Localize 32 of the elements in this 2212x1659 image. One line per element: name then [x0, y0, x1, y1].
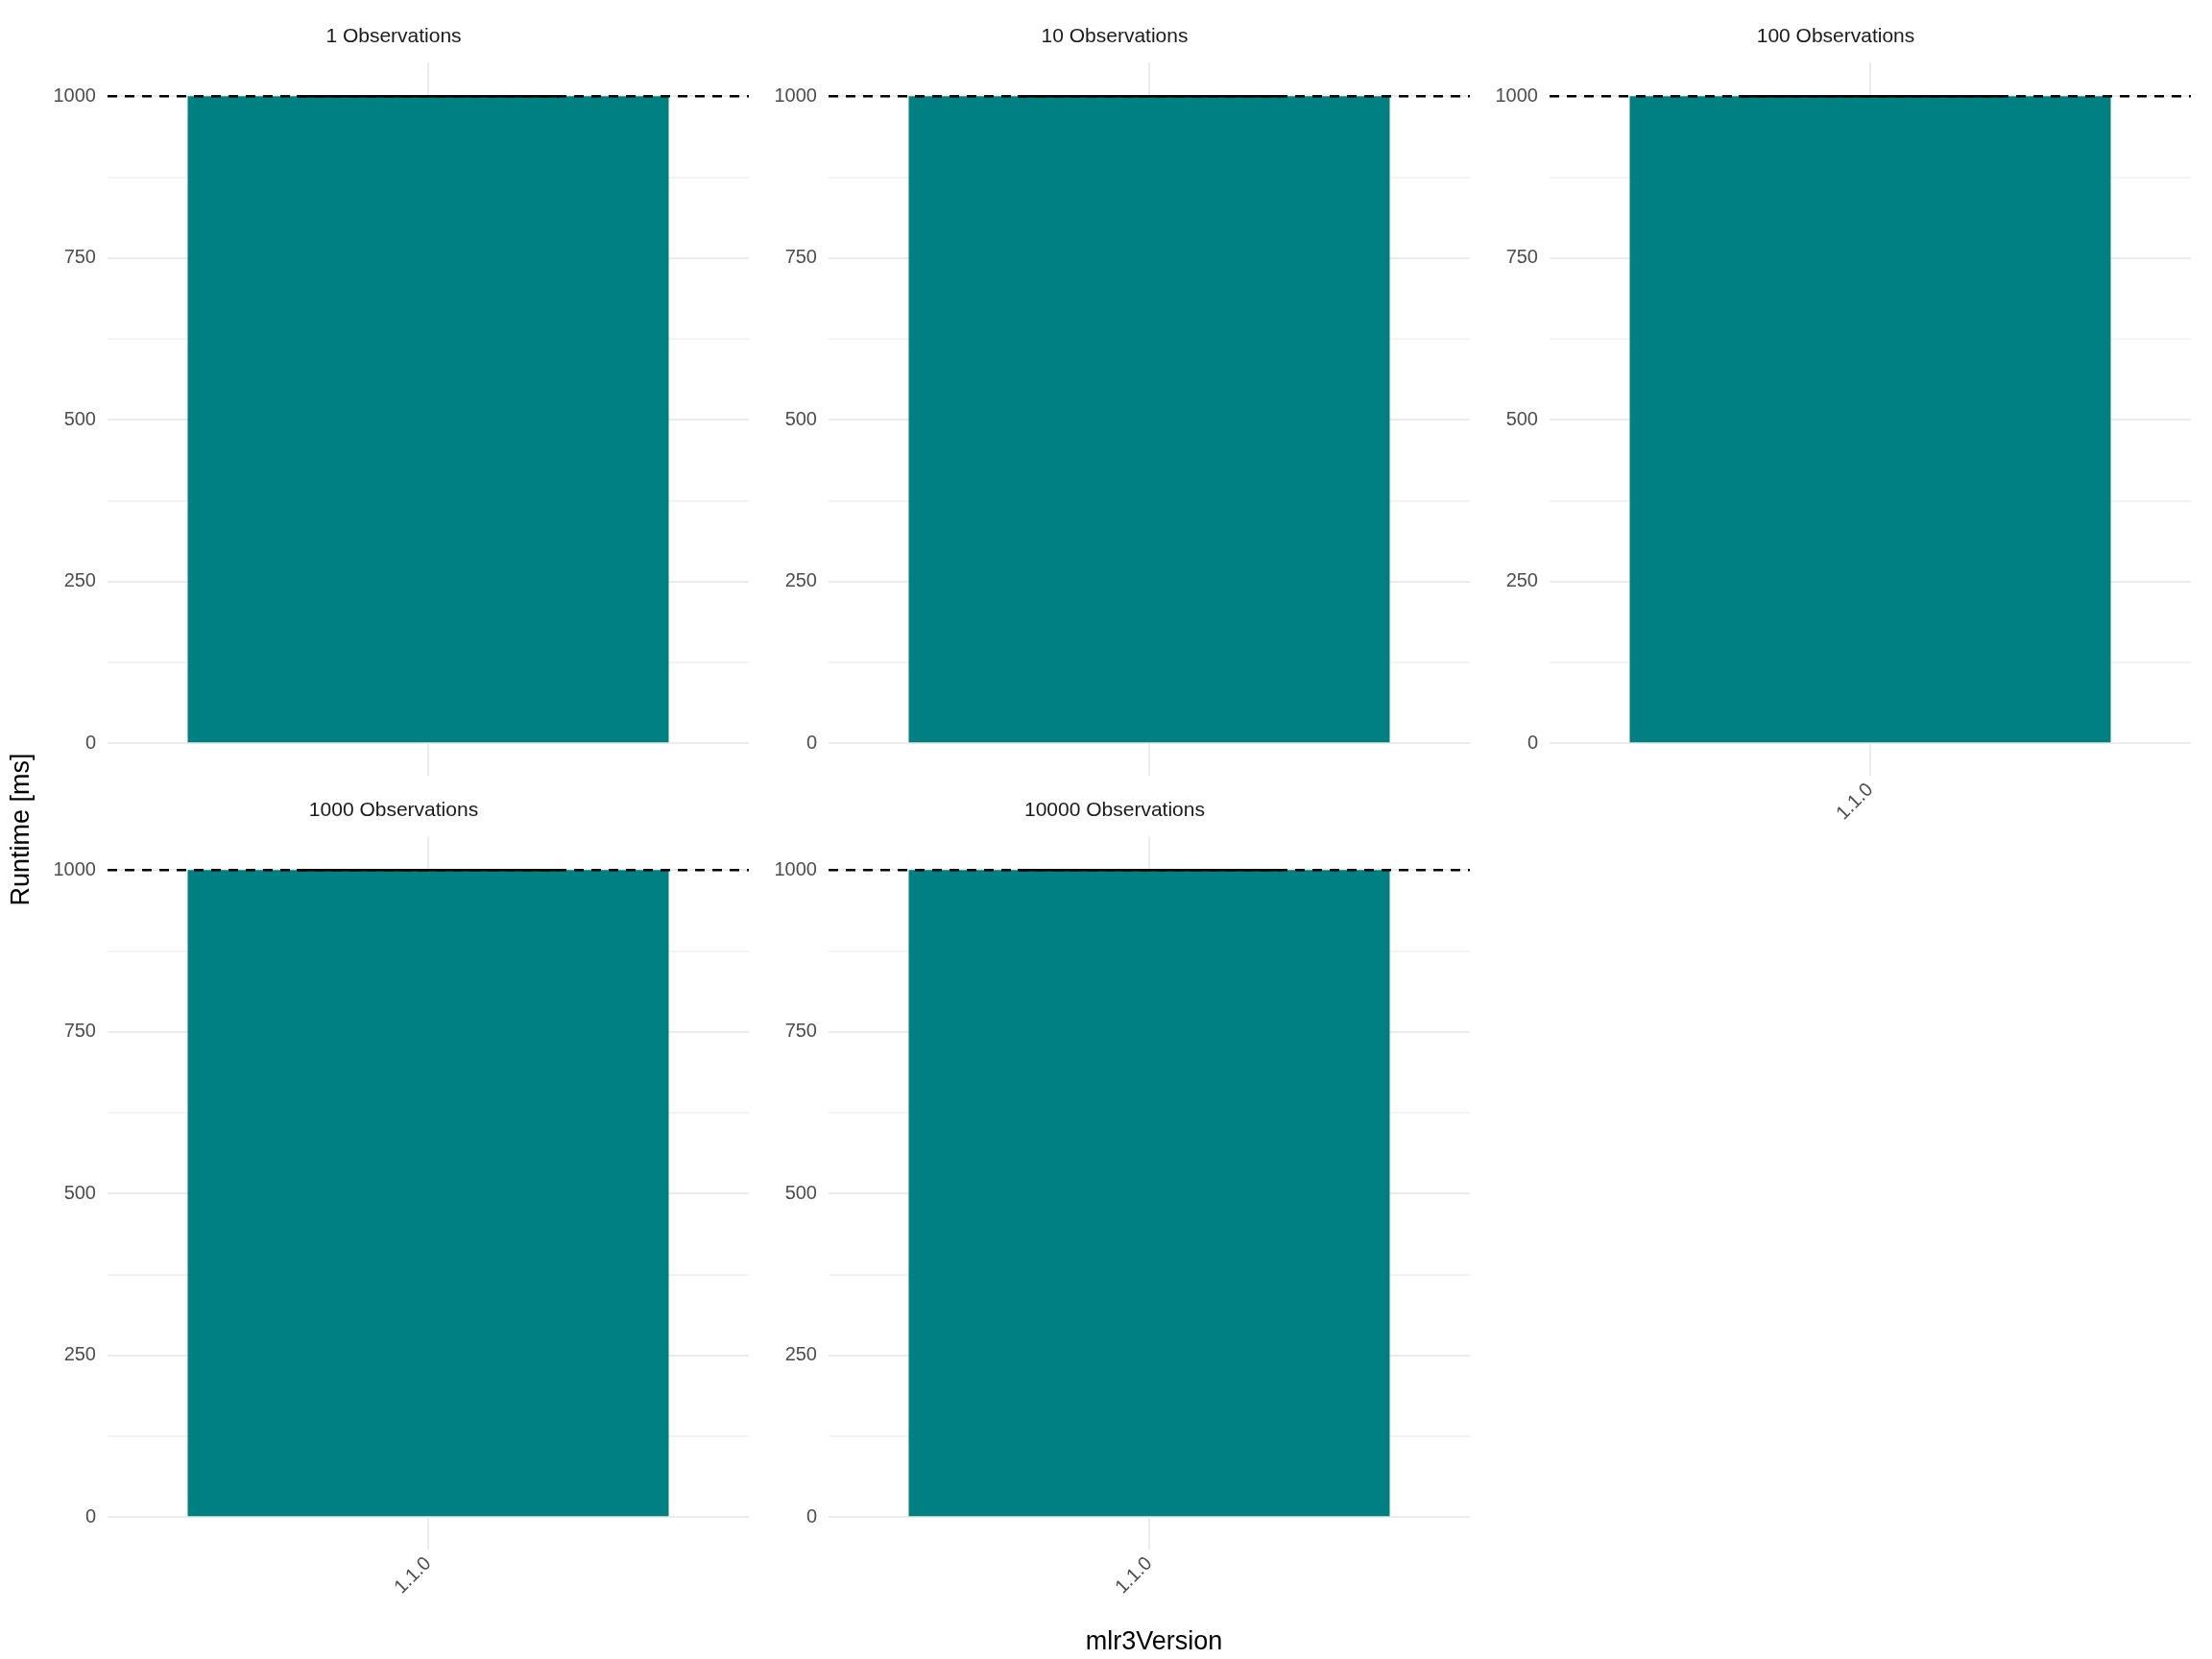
y-tick-label: 250 — [784, 1343, 817, 1365]
y-tick-label: 750 — [1505, 246, 1538, 268]
y-tick-label: 1000 — [1495, 84, 1538, 106]
y-tick-label: 0 — [84, 731, 96, 753]
y-tick-label: 500 — [63, 407, 96, 429]
y-tick-label: 750 — [784, 246, 817, 268]
y-tick-label: 250 — [63, 1343, 96, 1365]
y-tick-label: 0 — [1527, 731, 1538, 753]
y-tick-label: 0 — [805, 1504, 817, 1527]
y-tick-label: 1000 — [53, 857, 96, 879]
y-tick-label: 0 — [805, 731, 817, 753]
chart-title: 1000 Observations — [308, 798, 479, 821]
y-tick-label: 250 — [1505, 569, 1538, 591]
y-tick-label: 250 — [63, 569, 96, 591]
x-axis-title: mlr3Version — [1085, 1626, 1223, 1656]
y-tick-label: 1000 — [53, 84, 96, 106]
y-tick-label: 0 — [84, 1504, 96, 1527]
y-tick-label: 750 — [63, 1020, 96, 1042]
y-tick-label: 1000 — [774, 857, 817, 879]
y-tick-label: 500 — [1505, 407, 1538, 429]
y-tick-label: 1000 — [774, 84, 817, 106]
y-tick-label: 500 — [784, 407, 817, 429]
y-tick-label: 500 — [63, 1181, 96, 1203]
y-tick-label: 500 — [784, 1181, 817, 1203]
chart-title: 10 Observations — [1041, 24, 1189, 47]
chart-title: 10000 Observations — [1024, 798, 1205, 821]
chart-title: 100 Observations — [1756, 24, 1915, 47]
y-axis-title: Runtime [ms] — [6, 753, 36, 906]
y-tick-label: 250 — [784, 569, 817, 591]
y-tick-label: 750 — [63, 246, 96, 268]
y-tick-label: 750 — [784, 1020, 817, 1042]
chart-title: 1 Observations — [325, 24, 462, 47]
